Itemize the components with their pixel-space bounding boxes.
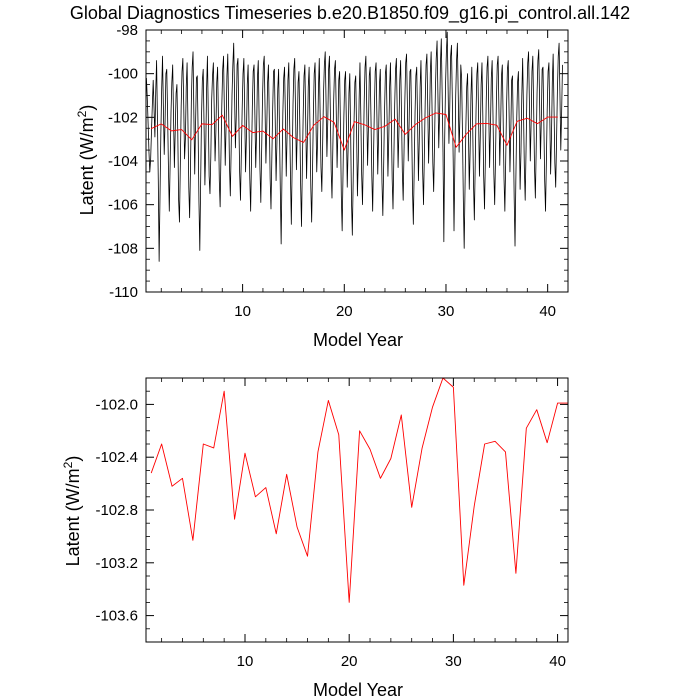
top-ticks-group: -110 -108 -106 -104 -102 -100 -98 10 20 30 40 — [108, 22, 569, 320]
top-x-tick-label: 10 — [234, 303, 251, 320]
top-panel: -110 -108 -106 -104 -102 -100 -98 10 20 30 40 Mode… — [75, 22, 569, 350]
bottom-y-tick-label: -102.0 — [95, 396, 138, 413]
bottom-ticks-group: -103.6 -103.2 -102.8 -102.4 -102.0 10 20 30 40 — [95, 377, 568, 670]
chart-title: Global Diagnostics Timeseries b.e20.B185… — [70, 3, 630, 24]
bottom-y-tick-label: -102.4 — [95, 449, 138, 466]
bottom-x-tick-label: 30 — [445, 653, 462, 670]
bottom-panel: -103.6 -103.2 -102.8 -102.4 -102.0 10 20 30 40 M… — [61, 377, 569, 700]
bottom-y-tick-label: -103.2 — [95, 555, 138, 572]
top-y-tick-label: -98 — [116, 22, 138, 39]
top-series-group — [146, 31, 563, 262]
top-y-axis-title-main: Latent (W/m — [77, 117, 97, 215]
bottom-y-axis-title-sup: 2 — [61, 461, 75, 468]
top-series-annual — [150, 112, 558, 151]
bottom-x-tick-label: 40 — [549, 653, 566, 670]
bottom-y-tick-label: -102.8 — [95, 502, 138, 519]
bottom-series-group — [150, 377, 568, 603]
bottom-y-axis-title: Latent (W/m2) — [61, 456, 83, 567]
top-y-tick-label: -110 — [109, 284, 138, 301]
bottom-x-tick-label: 10 — [237, 653, 254, 670]
top-y-axis-title: Latent (W/m2) — [75, 105, 97, 216]
bottom-y-axis-title-close: ) — [63, 456, 83, 462]
bottom-y-tick-label: -103.6 — [95, 608, 138, 625]
top-x-tick-label: 30 — [438, 303, 455, 320]
top-x-axis-title: Model Year — [313, 330, 403, 350]
top-y-tick-label: -106 — [108, 197, 138, 214]
top-y-axis-title-close: ) — [77, 105, 97, 111]
bottom-x-tick-label: 20 — [341, 653, 358, 670]
top-series-monthly — [146, 31, 563, 262]
top-y-tick-label: -104 — [108, 153, 138, 170]
top-x-tick-label: 20 — [336, 303, 353, 320]
top-y-tick-label: -100 — [108, 66, 138, 83]
bottom-series-annual — [150, 377, 568, 603]
top-x-tick-label: 40 — [539, 303, 556, 320]
top-y-axis-title-sup: 2 — [75, 110, 89, 117]
top-y-tick-label: -108 — [108, 240, 138, 257]
top-y-tick-label: -102 — [108, 109, 138, 126]
bottom-y-axis-title-main: Latent (W/m — [63, 468, 83, 566]
bottom-x-axis-title: Model Year — [313, 680, 403, 700]
bottom-plot-frame — [145, 377, 569, 643]
